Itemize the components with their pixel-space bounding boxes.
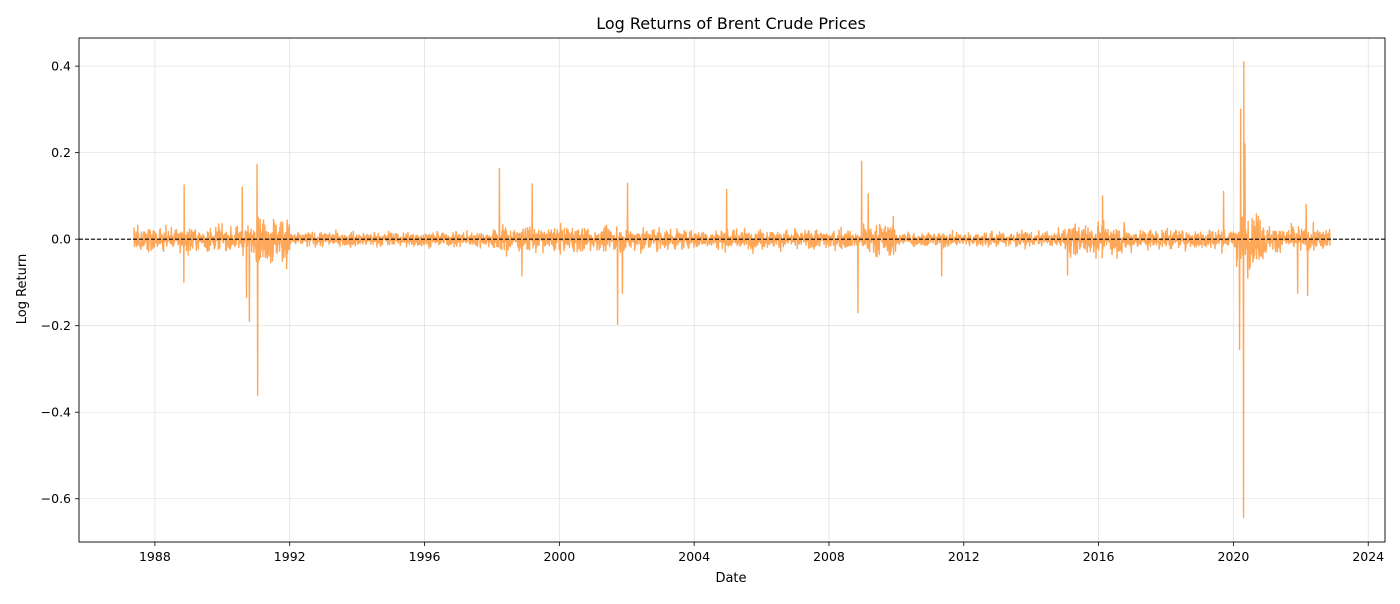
series-layer [133, 61, 1331, 519]
y-tick-label: 0.0 [51, 232, 71, 247]
y-tick-label: −0.2 [41, 318, 71, 333]
x-tick-label: 2008 [813, 549, 845, 564]
chart-title: Log Returns of Brent Crude Prices [596, 14, 866, 33]
x-tick-label: 1996 [409, 549, 441, 564]
x-tick-label: 2012 [948, 549, 980, 564]
x-tick-label: 2000 [543, 549, 575, 564]
x-tick-label: 2024 [1352, 549, 1384, 564]
x-axis-ticks: 1988 1992 1996 2000 2004 2008 2012 2016 2020 2024 [139, 542, 1384, 564]
x-tick-label: 2016 [1083, 549, 1115, 564]
plot-frame [78, 37, 1386, 543]
x-tick-label: 2020 [1218, 549, 1250, 564]
x-tick-label: 2004 [678, 549, 710, 564]
grid-layer [79, 38, 1385, 542]
series-line [133, 61, 1331, 519]
y-tick-label: 0.2 [51, 145, 71, 160]
y-tick-label: −0.6 [41, 491, 71, 506]
x-tick-label: 1992 [274, 549, 306, 564]
x-axis-label: Date [715, 571, 746, 586]
y-tick-label: −0.4 [41, 405, 71, 420]
y-axis-ticks: 0.4 0.2 0.0 −0.2 −0.4 −0.6 [41, 59, 79, 506]
y-axis-label: Log Return [15, 254, 30, 325]
y-tick-label: 0.4 [51, 59, 71, 74]
x-tick-label: 1988 [139, 549, 171, 564]
